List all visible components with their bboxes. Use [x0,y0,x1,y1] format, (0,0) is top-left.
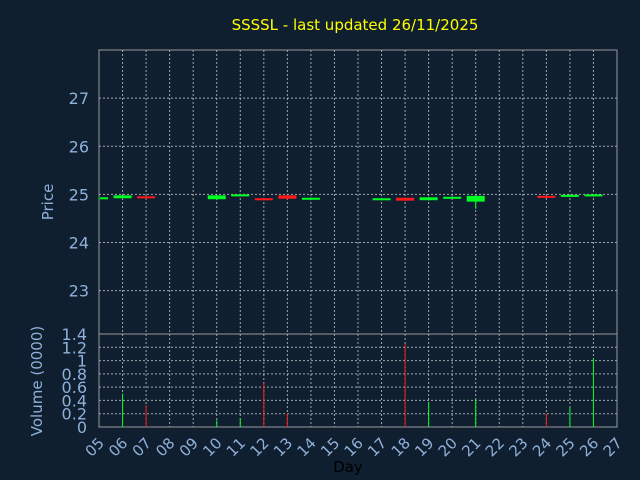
candle-body [278,195,297,199]
price-tick-label: 27 [69,89,89,108]
day-tick-label: 17 [364,434,390,460]
candle-body [419,197,438,201]
day-tick-label: 11 [223,434,249,460]
day-tick-label: 20 [435,434,461,460]
day-tick-label: 13 [270,434,296,460]
candle-body [466,195,485,202]
volume-tick-label: 0.8 [62,365,87,384]
day-tick-label: 18 [388,434,414,460]
volume-axis-label: Volume (0000) [28,326,46,436]
day-tick-label: 06 [105,434,131,460]
volume-tick-label: 0.6 [62,378,87,397]
day-tick-label: 15 [317,434,343,460]
day-tick-label: 14 [294,434,320,460]
volume-tick-label: 1.2 [62,338,87,357]
day-tick-label: 12 [246,434,272,460]
day-tick-label: 26 [576,434,602,460]
day-tick-label: 05 [82,434,108,460]
chart-title: SSSSL - last updated 26/11/2025 [232,16,479,34]
day-tick-label: 23 [505,434,531,460]
candle-body [113,195,132,199]
candle-body [560,194,579,197]
volume-tick-label: 1 [77,352,87,371]
price-tick-label: 23 [69,282,89,301]
day-tick-label: 24 [529,434,555,460]
volume-panel-frame [98,333,618,428]
day-tick-label: 22 [482,434,508,460]
day-tick-label: 16 [341,434,367,460]
candle-body [254,198,273,201]
price-tick-label: 26 [69,137,89,156]
day-tick-label: 25 [553,434,579,460]
day-axis-label: Day [333,458,363,476]
day-tick-label: 07 [129,434,155,460]
volume-tick-label: 0.4 [62,391,87,410]
candle-body [137,196,156,199]
day-tick-label: 27 [600,434,626,460]
price-axis-label: Price [39,184,57,221]
day-tick-label: 08 [152,434,178,460]
price-tick-label: 25 [69,185,89,204]
candle-body [443,196,462,199]
volume-tick-label: 0.2 [62,405,87,424]
day-tick-label: 21 [458,434,484,460]
day-tick-label: 19 [411,434,437,460]
volume-tick-label: 1.4 [62,325,87,344]
day-tick-label: 09 [176,434,202,460]
candle-body [396,197,415,201]
candle-body [537,195,556,198]
candle-body [231,194,250,197]
day-tick-label: 10 [199,434,225,460]
volume-tick-label: 0 [77,418,87,437]
candle-body [100,197,108,200]
candle-body [372,198,391,201]
price-tick-label: 24 [69,234,89,253]
candle-body [301,197,320,200]
candle-body [207,195,226,200]
candle-body [584,194,603,197]
